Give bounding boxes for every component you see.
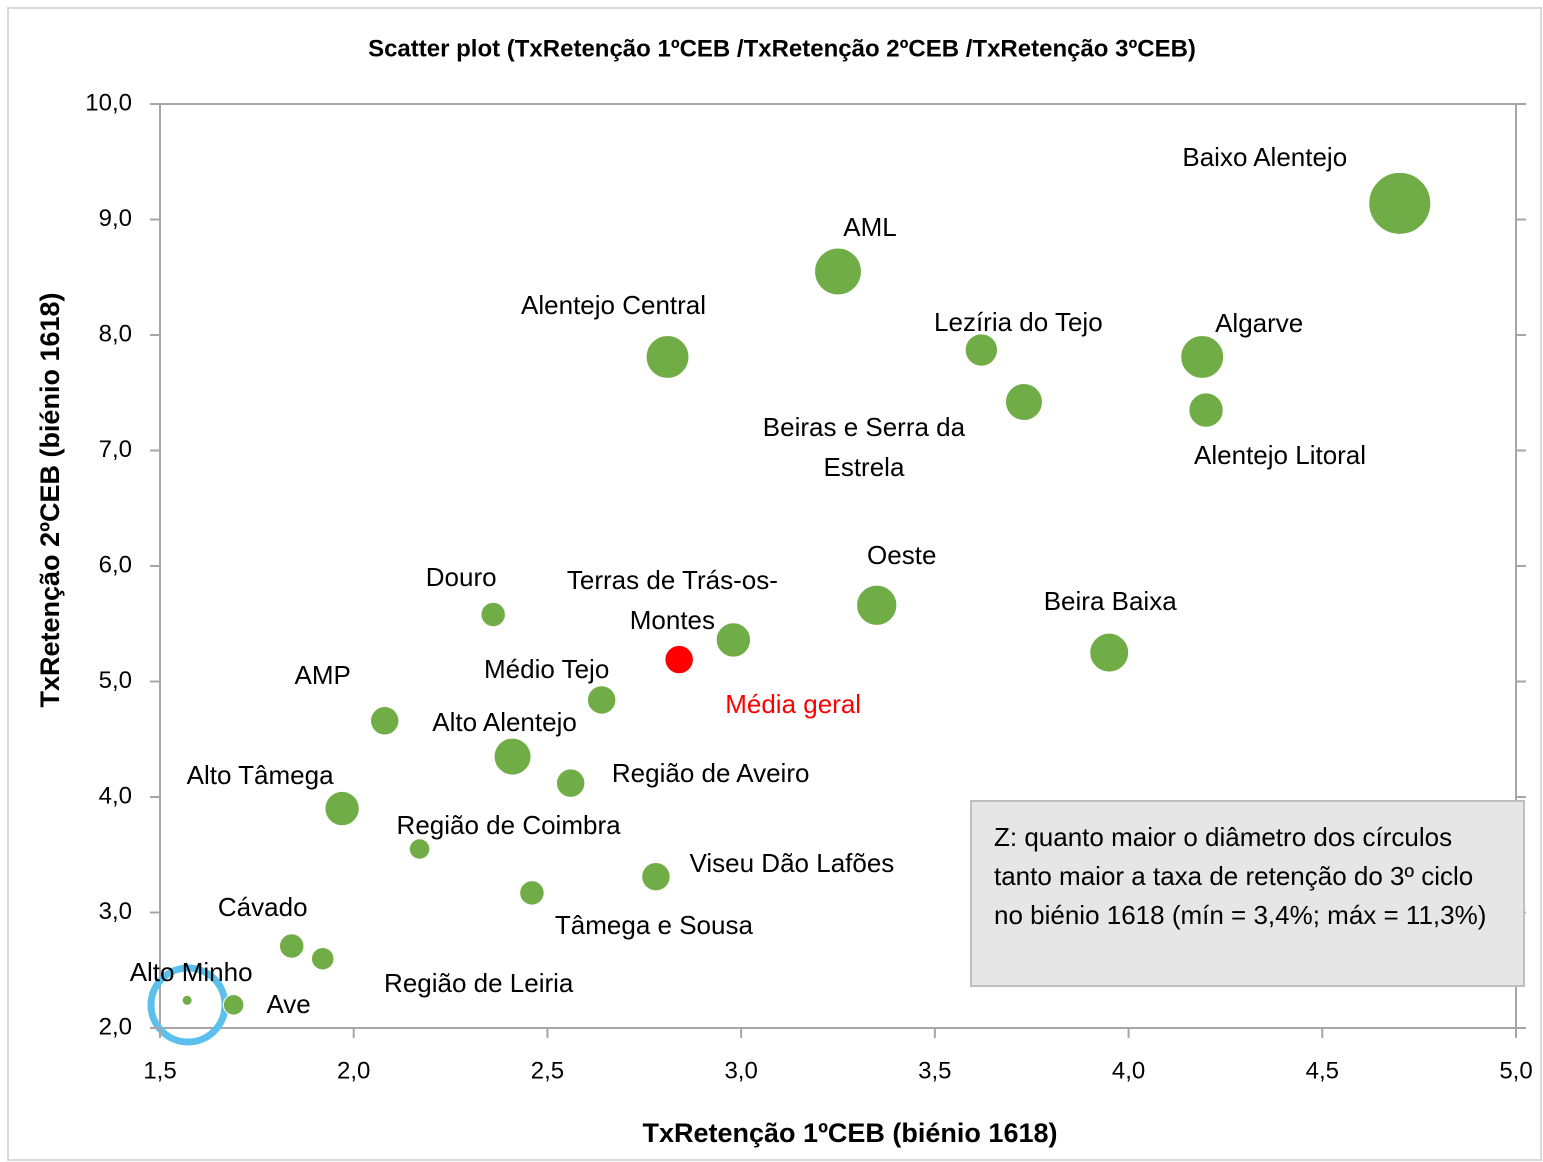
bubble [222,994,245,1016]
bubble [555,768,586,798]
x-tick-label: 3,5 [918,1057,951,1084]
point-label: Alentejo Litoral [1194,440,1367,471]
y-tick-label: 5,0 [99,667,132,694]
bubble [1188,392,1224,428]
x-tick-label: 3,0 [724,1057,757,1084]
point-label: Algarve [1215,307,1304,338]
x-tick-label: 5,0 [1499,1057,1532,1084]
x-tick-label: 2,0 [337,1057,370,1084]
x-tick-label: 4,0 [1112,1057,1145,1084]
bubble [814,247,862,296]
point-label: Região de Leiria [384,967,574,998]
bubble [1089,632,1130,673]
point-label: Média geral [725,688,862,719]
point-label: Terras de Trás-os-Montes [566,564,778,635]
y-tick-label: 2,0 [99,1013,132,1040]
annotation: Z: quanto maior o diâmetro dos círculos … [970,800,1525,987]
point-label: Alentejo Central [521,289,707,320]
point-label: Alto Alentejo [432,706,577,737]
bubble [310,946,335,971]
bubble [324,790,360,827]
x-tick-label: 1,5 [143,1057,176,1084]
x-axis-title: TxRetenção 1ºCEB (biénio 1618) [643,1118,1058,1148]
bubble [278,933,305,959]
bubble [369,706,400,736]
y-tick-label: 4,0 [99,782,132,809]
y-axis-title: TxRetenção 2ºCEB (biénio 1618) [35,293,65,708]
bubble [1004,382,1043,421]
y-tick-label: 10,0 [85,89,132,116]
bubble [1368,171,1432,235]
point-label: Beiras e Serra da Estrela [762,411,966,482]
point-label: Douro [425,561,497,592]
chart-title: Scatter plot (TxRetenção 1ºCEB /TxRetenç… [368,35,1196,62]
point-label: Médio Tejo [484,653,610,684]
bubble [493,737,532,776]
bubble [181,994,193,1006]
point-label: Cávado [217,891,308,922]
point-label: Região de Aveiro [611,758,810,789]
bubble [519,880,545,906]
y-tick-label: 3,0 [99,898,132,925]
point-label: AMP [294,659,351,690]
bubble [645,334,690,379]
bubble [480,601,506,628]
bubble [664,644,694,675]
point-label: Beira Baixa [1043,585,1177,616]
point-label: Viseu Dão Lafões [689,847,895,878]
point-label: Região de Coimbra [396,809,621,840]
y-tick-label: 7,0 [99,436,132,463]
bubble [641,861,671,892]
point-label: Alto Tâmega [186,759,334,790]
point-label: Alto Minho [129,957,253,988]
y-tick-label: 8,0 [99,320,132,347]
y-tick-label: 9,0 [99,205,132,232]
bubble [586,685,617,715]
chart-frame [7,7,1542,1161]
bubble [408,838,431,860]
point-label: Tâmega e Sousa [554,909,753,940]
y-tick-label: 6,0 [99,551,132,578]
bubble [856,584,898,626]
bubble [964,333,999,367]
bubble [1180,334,1225,379]
x-tick-label: 4,5 [1306,1057,1339,1084]
x-tick-label: 2,5 [531,1057,564,1084]
bubble [715,622,752,658]
point-label: Oeste [867,540,937,571]
point-label: Lezíria do Tejo [934,307,1103,337]
point-label: Baixo Alentejo [1182,142,1348,173]
point-label: Ave [266,988,311,1019]
point-label: AML [843,212,897,243]
